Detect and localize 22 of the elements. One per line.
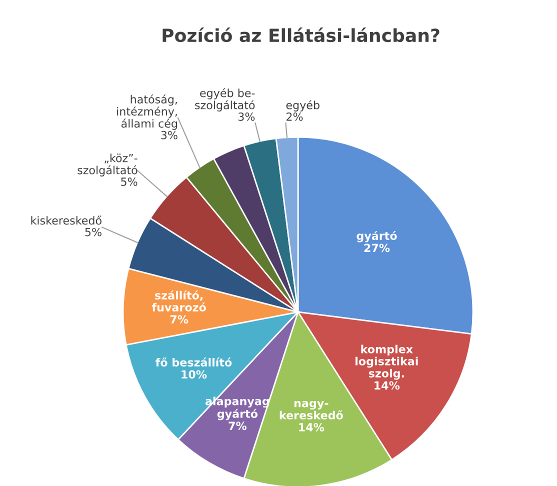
data-label: 14% [299, 423, 324, 432]
data-label: 5% [121, 178, 138, 186]
data-label: 7% [170, 315, 188, 324]
slice-label: komplex logisztikai szolg. [356, 344, 418, 380]
chart-title: Pozíció az Ellátási-láncban? [162, 27, 440, 42]
slice-label: „köz”- szolgáltató [78, 154, 138, 176]
data-label: 3% [238, 112, 255, 121]
slice-label: kiskereskedő [31, 216, 102, 225]
data-label: 10% [182, 370, 207, 379]
data-label: 27% [364, 244, 390, 252]
slice-label: egyéb be- szolgáltató [195, 88, 255, 112]
data-label: 14% [374, 381, 400, 390]
slice-label: nagy- kereskedő [280, 400, 343, 420]
data-label: 2% [286, 112, 303, 121]
slice-label: hatóság, intézmény, állami cég [117, 94, 177, 130]
data-label: 7% [228, 422, 247, 430]
slice-label: egyéb [286, 100, 320, 112]
data-label: 5% [85, 228, 102, 236]
data-label: 3% [161, 130, 178, 140]
slice-label: fő beszállító [156, 358, 232, 367]
slice-label: szállító, fuvarozó [152, 290, 206, 312]
slice-label: gyártó [356, 230, 397, 242]
